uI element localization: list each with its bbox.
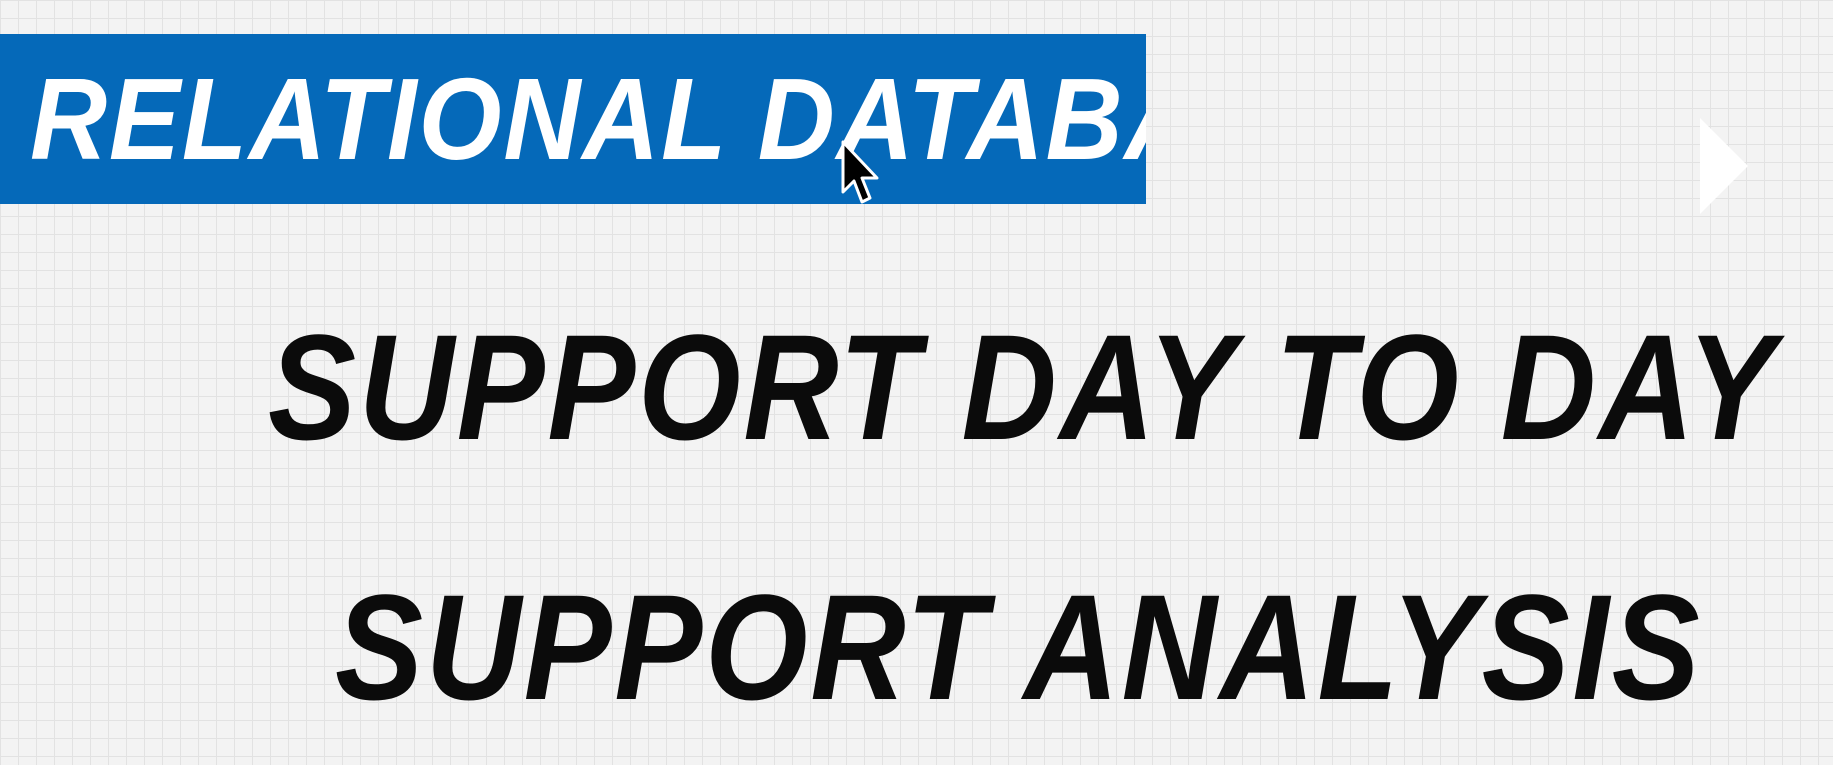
next-arrow-icon[interactable] [1700,118,1748,214]
title-banner: RELATIONAL DATABASES [0,34,1146,204]
mouse-cursor-icon [841,140,879,204]
slide-title: RELATIONAL DATABASES [30,54,1146,184]
body-line-day-to-day: SUPPORT DAY TO DAY [268,303,1778,471]
body-line-analysis: SUPPORT ANALYSIS [335,563,1703,731]
